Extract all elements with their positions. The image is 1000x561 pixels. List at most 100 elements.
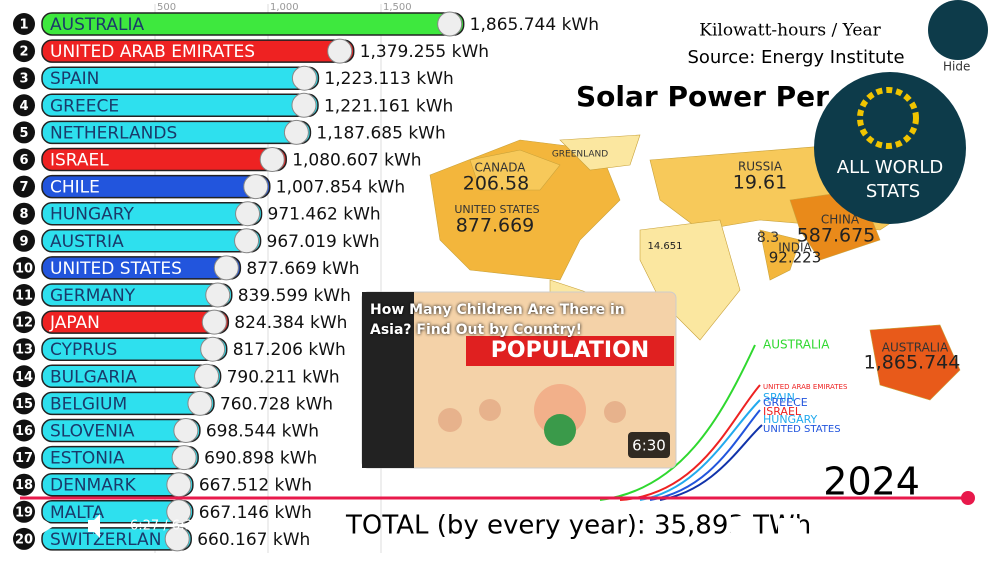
country-label: UNITED STATES bbox=[50, 259, 182, 279]
country-label: UNITED ARAB EMIRATES bbox=[50, 42, 255, 62]
country-label: HUNGARY bbox=[50, 205, 134, 225]
line-label: AUSTRALIA bbox=[763, 338, 830, 352]
country-label: GREECE bbox=[50, 96, 119, 116]
rank-badge bbox=[13, 67, 35, 90]
captions-button[interactable] bbox=[778, 518, 800, 535]
unit-label: Kilowatt-hours / Year bbox=[699, 21, 881, 41]
rank-label: 19 bbox=[15, 505, 33, 520]
value-label: 1,223.113 kWh bbox=[324, 69, 453, 89]
x-tick-label: 1,500 bbox=[383, 2, 412, 13]
rank-badge bbox=[13, 338, 35, 361]
flag bbox=[327, 38, 353, 64]
value-label: 690.898 kWh bbox=[204, 449, 317, 469]
volume-button[interactable] bbox=[88, 514, 100, 538]
value-label: 1,187.685 kWh bbox=[316, 123, 445, 143]
fullscreen-button[interactable] bbox=[936, 514, 962, 540]
bar bbox=[41, 229, 262, 253]
watermark-logo[interactable]: Hide bbox=[928, 0, 988, 74]
value-label: 1,865.744 kWh bbox=[470, 15, 599, 35]
flag bbox=[234, 228, 260, 254]
value-label: 760.728 kWh bbox=[220, 394, 333, 414]
theater-button[interactable] bbox=[882, 517, 910, 537]
value-label: 660.167 kWh bbox=[197, 530, 310, 550]
bar bbox=[41, 527, 192, 551]
settings-button[interactable] bbox=[831, 516, 853, 538]
bar bbox=[41, 93, 319, 118]
bar bbox=[41, 472, 194, 497]
hide-button[interactable]: Hide bbox=[943, 60, 970, 74]
channel-logo[interactable]: ALL WORLD STATS bbox=[814, 72, 966, 224]
rank-label: 17 bbox=[15, 451, 33, 466]
map-label: 92.223 bbox=[769, 249, 822, 267]
bar bbox=[41, 256, 242, 280]
flag bbox=[243, 174, 269, 200]
map-label: 206.58 bbox=[463, 173, 529, 195]
map-label: 587.675 bbox=[797, 225, 876, 247]
flag bbox=[291, 92, 317, 118]
rank-label: 8 bbox=[19, 207, 28, 222]
country-label: ESTONIA bbox=[50, 449, 125, 469]
rank-label: 9 bbox=[19, 234, 28, 249]
rank-label: 7 bbox=[19, 180, 28, 195]
scrubber[interactable] bbox=[961, 491, 975, 505]
bar bbox=[41, 445, 199, 470]
x-tick-label: 500 bbox=[157, 2, 176, 13]
rank-badge bbox=[13, 256, 35, 279]
line-label: UNITED ARAB EMIRATES bbox=[763, 383, 848, 391]
rank-label: 16 bbox=[15, 424, 33, 439]
bar bbox=[41, 12, 465, 36]
rank-badge bbox=[13, 446, 35, 469]
bar bbox=[41, 500, 194, 524]
map-label: 14.651 bbox=[648, 241, 683, 252]
source-label: Source: Energy Institute bbox=[687, 47, 904, 68]
country-label: CYPRUS bbox=[50, 340, 117, 360]
country-label: CHILE bbox=[50, 178, 100, 198]
rank-badge bbox=[13, 94, 35, 117]
flag bbox=[166, 499, 192, 525]
flag bbox=[437, 11, 463, 37]
value-label: 1,080.607 kWh bbox=[292, 151, 421, 171]
bar bbox=[41, 66, 320, 90]
rank-badge bbox=[13, 202, 35, 225]
map-label: CANADA bbox=[474, 161, 526, 175]
flag bbox=[200, 336, 226, 362]
rank-badge bbox=[13, 229, 35, 252]
bar bbox=[41, 391, 215, 416]
suggested-video-card[interactable]: POPULATION How Many Children Are There i… bbox=[361, 291, 677, 469]
autoplay-toggle[interactable] bbox=[729, 516, 751, 538]
rank-badge bbox=[13, 419, 35, 442]
map-label: CHINA bbox=[821, 213, 860, 227]
x-tick-label: 1,000 bbox=[270, 2, 299, 13]
card-title: How Many Children Are There in Asia? Fin… bbox=[370, 302, 625, 338]
value-label: 824.384 kWh bbox=[234, 313, 347, 333]
rank-badge bbox=[13, 500, 35, 523]
flag bbox=[259, 147, 285, 172]
rank-badge bbox=[13, 365, 35, 388]
value-label: 1,379.255 kWh bbox=[360, 42, 489, 62]
rank-label: 20 bbox=[15, 532, 33, 547]
line-chart: AUSTRALIA UNITED ARAB EMIRATESSPAINGREECE… bbox=[599, 338, 848, 501]
bar bbox=[41, 337, 228, 361]
map-label: 877.669 bbox=[456, 215, 535, 237]
value-label: 877.669 kWh bbox=[246, 259, 359, 279]
value-label: 1,007.854 kWh bbox=[276, 178, 405, 198]
rank-label: 13 bbox=[15, 343, 33, 358]
bar bbox=[41, 310, 230, 334]
rank-badge bbox=[13, 284, 35, 306]
bar bbox=[41, 39, 355, 63]
bar bbox=[41, 283, 233, 307]
play-button[interactable] bbox=[38, 516, 54, 536]
rank-badge bbox=[13, 40, 35, 63]
country-label: MALTA bbox=[50, 503, 104, 523]
rank-label: 12 bbox=[15, 316, 33, 331]
map-label: 8.3 bbox=[757, 230, 779, 246]
rank-label: 18 bbox=[15, 478, 33, 493]
map-label: UNITED STATES bbox=[454, 203, 539, 216]
rank-badge bbox=[13, 527, 35, 550]
time-display: 6:27 / 6:30 bbox=[130, 519, 201, 534]
rank-badge bbox=[13, 121, 35, 144]
country-label: SWITZERLAN bbox=[50, 530, 161, 550]
flag bbox=[173, 418, 199, 443]
country-label: AUSTRALIA bbox=[50, 15, 144, 35]
rank-badge bbox=[13, 311, 35, 334]
